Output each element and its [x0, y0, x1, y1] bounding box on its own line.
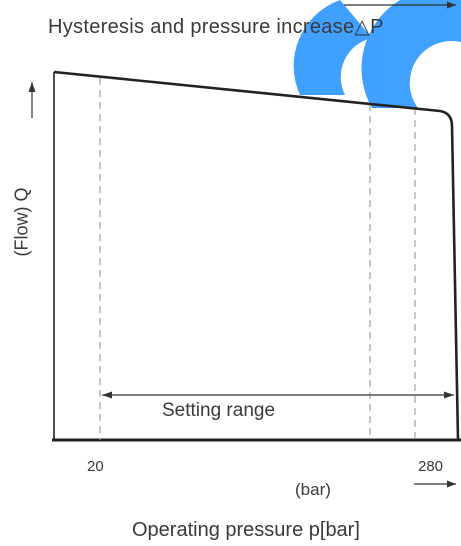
watermark-logo: [293, 0, 461, 108]
x-unit-arrow: [414, 480, 456, 488]
diagram-title: Hysteresis and pressure increase△P: [48, 16, 384, 38]
x-tick-280: 280: [418, 458, 444, 475]
y-axis-label: (Flow) Q: [11, 187, 32, 257]
x-unit-label: (bar): [295, 480, 331, 499]
y-axis-arrow: [28, 82, 36, 118]
flow-curve: [53, 70, 460, 441]
watermark-c-right: [361, 0, 461, 108]
setting-range-label: Setting range: [162, 400, 276, 421]
x-axis-label: Operating pressure p[bar]: [132, 519, 360, 541]
setting-range-arrow: [102, 391, 454, 399]
watermark-c-left: [293, 0, 372, 95]
x-tick-20: 20: [87, 458, 104, 475]
pressure-increase-arrow: [344, 1, 456, 9]
